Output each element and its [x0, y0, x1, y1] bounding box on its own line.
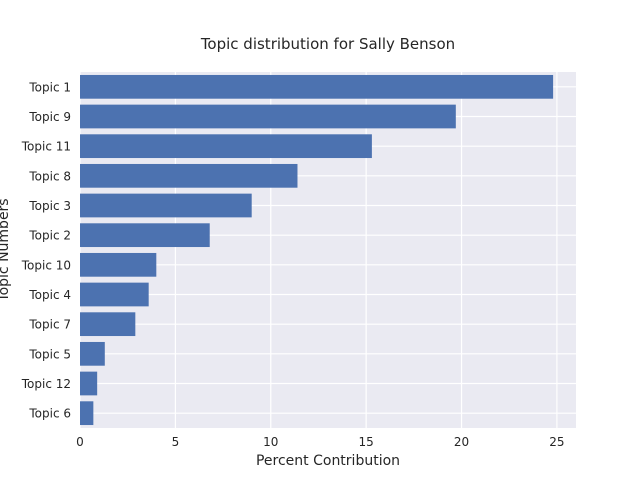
y-tick-label: Topic 1	[28, 80, 71, 94]
y-tick-label: Topic 3	[28, 199, 71, 213]
x-tick-label: 20	[454, 435, 469, 449]
bar-topic-2	[80, 223, 210, 248]
x-axis-ticks: 0 5 10 15 20 25	[76, 435, 564, 449]
bar-topic-6	[80, 401, 94, 426]
bar-topic-9	[80, 104, 456, 129]
bar-topic-10	[80, 252, 157, 277]
x-tick-label: 15	[359, 435, 374, 449]
y-tick-label: Topic 2	[28, 229, 71, 243]
bar-topic-3	[80, 193, 252, 218]
bar-topic-8	[80, 163, 298, 188]
y-axis-title: Topic Numbers	[0, 198, 12, 302]
bars	[80, 74, 554, 426]
y-tick-label: Topic 11	[21, 140, 71, 154]
plot-area	[80, 72, 576, 428]
bar-topic-11	[80, 134, 372, 159]
y-axis-ticks: Topic 1 Topic 9 Topic 11 Topic 8 Topic 3 Topi…	[21, 80, 71, 420]
y-tick-label: Topic 9	[28, 110, 71, 124]
bar-topic-4	[80, 282, 149, 307]
chart-title: Topic distribution for Sally Benson	[200, 35, 455, 53]
bar-topic-12	[80, 371, 98, 396]
y-tick-label: Topic 12	[21, 377, 71, 391]
x-tick-label: 25	[549, 435, 564, 449]
bar-topic-5	[80, 341, 105, 366]
bar-topic-7	[80, 312, 136, 337]
y-tick-label: Topic 6	[28, 407, 71, 421]
bar-topic-1	[80, 74, 554, 99]
x-tick-label: 10	[263, 435, 278, 449]
x-axis-title: Percent Contribution	[256, 453, 400, 469]
x-tick-label: 5	[172, 435, 180, 449]
y-tick-label: Topic 10	[21, 258, 71, 272]
y-tick-label: Topic 4	[28, 288, 71, 302]
y-tick-label: Topic 8	[28, 169, 71, 183]
y-tick-label: Topic 5	[28, 347, 71, 361]
y-tick-label: Topic 7	[28, 318, 71, 332]
x-tick-label: 0	[76, 435, 84, 449]
